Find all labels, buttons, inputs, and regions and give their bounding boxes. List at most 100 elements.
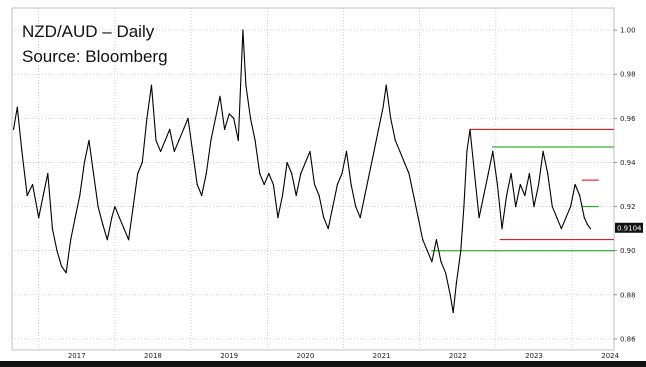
y-tick-label: 0.86 xyxy=(620,335,636,343)
data-point xyxy=(16,106,18,108)
data-point xyxy=(385,84,387,86)
data-point xyxy=(583,217,585,219)
y-tick-label: 1.00 xyxy=(620,27,636,35)
data-point xyxy=(570,206,572,208)
data-point xyxy=(345,150,348,152)
data-point xyxy=(413,194,415,197)
data-point xyxy=(123,228,125,230)
data-point xyxy=(51,228,54,230)
data-point xyxy=(164,139,166,141)
data-point xyxy=(70,239,72,241)
data-point xyxy=(12,128,15,130)
data-point xyxy=(452,311,454,314)
data-point xyxy=(449,294,451,296)
data-point xyxy=(304,161,306,164)
x-tick-label: 2017 xyxy=(68,352,86,360)
data-point xyxy=(435,239,437,241)
data-point xyxy=(455,283,457,285)
data-point xyxy=(97,206,99,208)
data-point xyxy=(182,128,185,130)
data-point xyxy=(355,206,357,208)
data-point xyxy=(368,172,370,175)
data-point xyxy=(359,217,361,219)
last-value-label: 0.9104 xyxy=(617,224,642,232)
y-tick-label: 0.88 xyxy=(620,291,636,299)
data-point xyxy=(224,128,226,130)
data-point xyxy=(313,183,316,186)
data-point xyxy=(47,172,49,175)
data-point xyxy=(26,194,28,197)
data-point xyxy=(111,217,113,219)
data-point xyxy=(394,139,396,141)
x-tick-label: 2022 xyxy=(449,352,467,360)
data-point xyxy=(560,228,563,230)
data-point xyxy=(445,272,447,274)
data-point xyxy=(210,139,212,141)
data-point xyxy=(460,250,462,252)
data-point xyxy=(524,194,526,197)
data-point xyxy=(533,206,535,208)
data-point xyxy=(341,172,343,175)
data-point xyxy=(268,172,270,175)
data-point xyxy=(137,172,139,175)
data-point xyxy=(574,183,576,186)
data-point xyxy=(426,250,428,252)
data-point xyxy=(463,206,465,208)
data-point xyxy=(196,183,198,186)
data-point xyxy=(291,172,293,175)
data-point xyxy=(155,139,157,141)
data-point xyxy=(88,139,90,141)
x-tick-label: 2020 xyxy=(296,352,314,360)
data-point xyxy=(473,172,476,175)
data-point xyxy=(169,128,171,130)
data-point xyxy=(399,150,401,152)
data-point xyxy=(422,239,424,241)
data-point xyxy=(31,183,34,186)
data-point xyxy=(510,172,512,175)
data-point xyxy=(542,150,544,152)
data-point xyxy=(128,239,130,241)
data-point xyxy=(83,161,85,164)
data-point xyxy=(237,139,239,141)
y-tick-label: 0.98 xyxy=(620,71,636,79)
series-line xyxy=(12,29,591,314)
data-point xyxy=(551,206,553,208)
data-point xyxy=(565,217,567,219)
data-point xyxy=(496,183,498,186)
data-point xyxy=(74,217,76,219)
data-point xyxy=(589,228,592,230)
x-tick-label: 2019 xyxy=(220,352,238,360)
data-point xyxy=(501,228,503,230)
data-point xyxy=(106,239,108,241)
data-point xyxy=(440,261,442,263)
data-point xyxy=(478,217,480,219)
plot-frame xyxy=(11,7,615,351)
data-point xyxy=(21,150,23,152)
y-tick-label: 0.90 xyxy=(620,247,636,255)
data-point xyxy=(263,183,265,186)
x-tick-label: 2021 xyxy=(373,352,391,360)
data-point xyxy=(228,113,230,115)
data-point xyxy=(431,261,433,263)
data-point xyxy=(327,228,329,230)
data-point xyxy=(332,206,334,208)
data-point xyxy=(146,117,148,119)
data-point xyxy=(300,172,302,175)
data-point xyxy=(318,194,320,197)
data-point xyxy=(403,161,405,164)
data-point xyxy=(92,172,95,175)
data-point xyxy=(233,117,235,119)
data-point xyxy=(373,150,375,152)
data-point xyxy=(295,194,297,197)
data-point xyxy=(350,183,352,186)
data-point xyxy=(417,217,419,219)
data-point xyxy=(114,206,116,208)
x-tick-label: 2018 xyxy=(144,352,162,360)
data-point xyxy=(364,194,366,197)
data-point xyxy=(408,172,410,175)
data-point xyxy=(102,223,104,225)
data-point xyxy=(547,172,549,175)
data-point xyxy=(60,265,63,267)
